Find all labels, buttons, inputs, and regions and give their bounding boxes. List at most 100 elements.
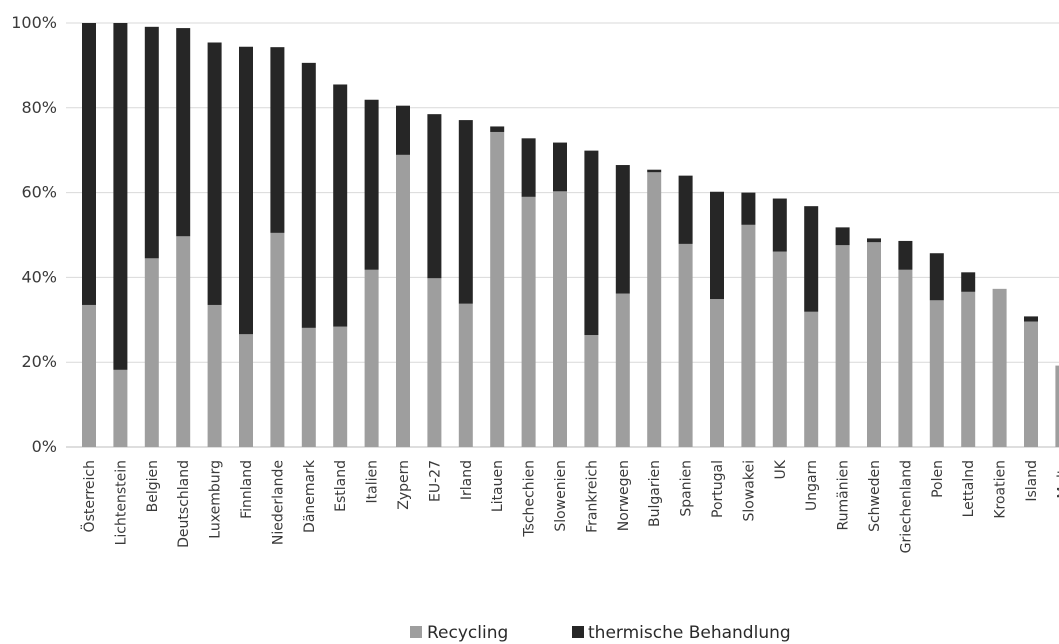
bar-recycling-8 <box>333 326 348 447</box>
bar-recycling-6 <box>270 232 285 447</box>
x-tick-label: Litauen <box>490 460 506 512</box>
x-tick-label: Niederlande <box>270 460 286 545</box>
legend: Recycling thermische Behandlung <box>410 623 791 643</box>
x-tick-label: Frankreich <box>584 460 600 533</box>
bar-recycling-11 <box>427 278 442 447</box>
bar-thermische-behandlung-14 <box>521 138 536 197</box>
bar-recycling-18 <box>647 172 662 448</box>
bar-recycling-13 <box>490 131 505 447</box>
y-axis: 0% 20% 40% 60% 80% 100% <box>11 13 57 456</box>
y-tick-label: 0% <box>32 437 57 456</box>
legend-thermische-behandlung-label: thermische Behandlung <box>588 623 791 643</box>
x-tick-label: Irland <box>459 460 475 500</box>
bar-thermische-behandlung-0 <box>82 23 96 305</box>
x-tick-label: Luxemburg <box>208 460 224 539</box>
x-tick-label: Portugal <box>710 460 726 518</box>
bar-thermische-behandlung-17 <box>615 165 630 294</box>
bar-thermische-behandlung-13 <box>490 126 505 132</box>
bar-recycling-17 <box>615 293 630 447</box>
legend-recycling-label: Recycling <box>427 623 508 643</box>
bar-recycling-7 <box>301 327 316 447</box>
bar-recycling-19 <box>678 243 693 447</box>
bar-thermische-behandlung-1 <box>113 23 128 370</box>
bar-thermische-behandlung-24 <box>835 227 850 246</box>
bar-thermische-behandlung-6 <box>270 47 285 233</box>
x-tick-label: Lichtenstein <box>113 460 129 545</box>
x-tick-label: Italien <box>365 460 381 503</box>
bar-thermische-behandlung-26 <box>898 240 913 270</box>
x-tick-label: Griechenland <box>898 460 914 553</box>
x-tick-label: Dänemark <box>302 459 318 533</box>
bar-thermische-behandlung-4 <box>207 42 222 305</box>
bar-thermische-behandlung-11 <box>427 114 442 279</box>
bar-thermische-behandlung-20 <box>710 191 724 300</box>
y-tick-label: 80% <box>21 98 57 117</box>
x-tick-label: Österreich <box>80 460 98 532</box>
bar-thermische-behandlung-22 <box>772 198 787 252</box>
x-tick-label: Slowakei <box>741 460 757 521</box>
bar-recycling-24 <box>835 245 850 447</box>
bar-recycling-25 <box>867 242 881 447</box>
x-tick-label: Slowenien <box>553 460 569 532</box>
x-tick-label: Belgien <box>145 460 161 512</box>
x-tick-label: Malta <box>1055 460 1059 499</box>
bar-thermische-behandlung-23 <box>804 206 819 312</box>
x-tick-label: Zypern <box>396 460 412 510</box>
bar-recycling-28 <box>961 291 976 447</box>
bar-thermische-behandlung-30 <box>1024 316 1038 322</box>
bar-thermische-behandlung-25 <box>867 238 881 243</box>
x-tick-label: Ungarn <box>804 460 820 511</box>
bar-thermische-behandlung-2 <box>144 26 159 259</box>
bar-recycling-23 <box>804 311 819 447</box>
bar-recycling-30 <box>1024 321 1038 447</box>
bar-thermische-behandlung-18 <box>647 169 662 173</box>
x-tick-label: Spanien <box>679 460 695 517</box>
bar-thermische-behandlung-9 <box>364 99 379 270</box>
x-tick-label: Lettalnd <box>961 460 977 517</box>
bar-thermische-behandlung-8 <box>333 84 348 327</box>
x-tick-label: Tschechien <box>522 460 538 538</box>
bar-recycling-9 <box>364 269 379 447</box>
x-axis: Österreich Lichtenstein Belgien Deutschland… <box>80 459 1059 553</box>
bar-thermische-behandlung-28 <box>961 272 976 292</box>
bar-recycling-2 <box>144 258 159 447</box>
bar-recycling-21 <box>741 224 756 447</box>
bar-recycling-4 <box>207 304 222 447</box>
bar-recycling-31 <box>1055 365 1059 447</box>
bar-recycling-3 <box>176 236 191 447</box>
x-tick-label: UK <box>773 459 789 479</box>
bar-recycling-22 <box>772 251 787 447</box>
bar-recycling-20 <box>710 299 724 447</box>
x-tick-label: Bulgarien <box>647 460 663 527</box>
x-tick-label: EU-27 <box>427 460 443 502</box>
x-tick-label: Norwegen <box>616 460 632 531</box>
bar-thermische-behandlung-10 <box>396 105 410 155</box>
bar-recycling-29 <box>992 288 1007 447</box>
bar-recycling-10 <box>396 154 410 447</box>
bar-thermische-behandlung-3 <box>176 28 191 237</box>
y-tick-label: 100% <box>11 13 57 32</box>
bar-recycling-27 <box>929 300 944 447</box>
bar-recycling-12 <box>458 303 473 447</box>
bar-thermische-behandlung-19 <box>678 175 693 244</box>
bar-thermische-behandlung-5 <box>239 46 253 335</box>
bar-recycling-15 <box>553 191 567 447</box>
bar-recycling-14 <box>521 196 536 447</box>
x-tick-label: Schweden <box>867 460 883 532</box>
x-tick-label: Polen <box>930 460 946 498</box>
bar-recycling-5 <box>239 334 253 447</box>
bar-recycling-0 <box>82 304 96 447</box>
y-tick-label: 20% <box>21 352 57 371</box>
x-tick-label: Island <box>1024 460 1040 502</box>
x-tick-label: Deutschland <box>176 460 192 548</box>
bar-recycling-1 <box>113 369 128 447</box>
x-tick-label: Estland <box>333 460 349 512</box>
bar-thermische-behandlung-27 <box>929 253 944 301</box>
bar-thermische-behandlung-15 <box>553 142 567 192</box>
bar-thermische-behandlung-21 <box>741 192 756 225</box>
bar-recycling-26 <box>898 269 913 447</box>
bar-thermische-behandlung-12 <box>458 120 473 304</box>
y-tick-label: 40% <box>21 267 57 286</box>
bar-thermische-behandlung-16 <box>584 150 599 336</box>
